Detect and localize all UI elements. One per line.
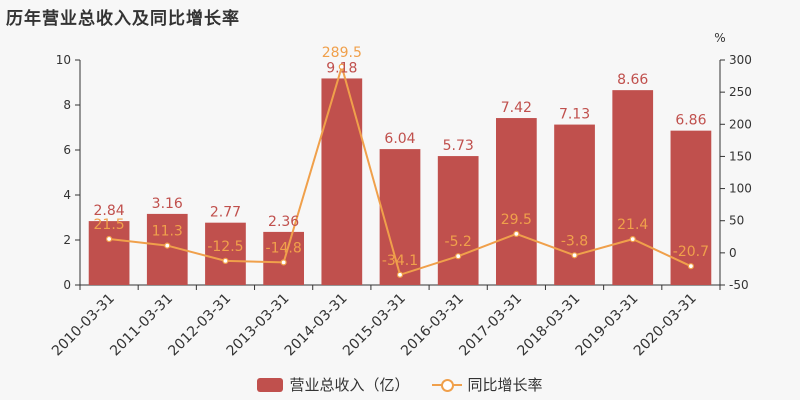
revenue-bar [205,222,246,285]
revenue-data-label: 6.04 [384,131,415,147]
chart-title: 历年营业总收入及同比增长率 [6,9,240,29]
revenue-data-label: 2.36 [268,214,299,230]
legend-line-swatch [431,378,462,392]
revenue-data-label: 7.42 [501,100,532,116]
y-left-tick-label: 10 [56,53,71,67]
y-right-tick-label: 0 [729,246,737,260]
growth-point [455,253,462,260]
y-right-tick-label: -50 [729,278,749,292]
revenue-data-label: 5.73 [443,138,474,154]
y-right-tick-label: 50 [729,214,744,228]
growth-data-label: -5.2 [445,234,472,250]
legend-item-revenue[interactable]: 营业总收入（亿） [257,374,410,395]
growth-data-label: -12.5 [207,239,243,255]
y-right-tick-label: 100 [729,182,752,196]
revenue-data-label: 6.86 [675,113,706,129]
revenue-data-label: 2.77 [210,205,241,221]
y-left-tick-label: 8 [63,98,71,112]
growth-data-label: -34.1 [382,253,418,269]
revenue-bar [670,130,712,285]
y-right-unit: % [714,31,725,45]
x-tick-label: 2020-03-31 [631,291,700,360]
revenue-data-label: 2.84 [94,203,125,219]
growth-point [571,252,578,259]
growth-point [687,263,695,270]
growth-data-label: 29.5 [501,212,532,228]
y-left-tick-label: 0 [63,278,71,292]
legend-bar-swatch [257,377,284,392]
revenue-bar [263,231,304,285]
revenue-data-label: 9.18 [326,60,357,76]
y-left-tick-label: 2 [63,233,71,247]
growth-data-label: 289.5 [322,45,362,61]
y-right-tick-label: 300 [729,53,752,67]
revenue-bar [437,156,479,285]
growth-point [338,63,345,70]
y-left-tick-label: 4 [63,188,71,202]
growth-data-label: -14.8 [266,240,302,256]
growth-data-label: -20.7 [673,244,709,260]
revenue-bar [88,221,130,285]
revenue-bar [379,149,421,285]
growth-data-label: -3.8 [561,233,588,249]
revenue-bar [496,118,537,285]
growth-point [164,242,171,249]
legend-label-revenue: 营业总收入（亿） [289,376,410,394]
growth-point [105,235,113,243]
growth-point [513,230,520,237]
growth-point [222,257,229,264]
growth-data-label: 21.4 [617,217,648,233]
growth-point [629,236,636,243]
revenue-bar [554,124,595,285]
legend-label-growth: 同比增长率 [467,376,543,394]
revenue-bar [321,78,363,285]
y-right-tick-label: 200 [729,117,752,131]
legend-item-growth[interactable]: 同比增长率 [431,374,543,395]
revenue-data-label: 7.13 [559,107,590,123]
chart-legend: 营业总收入（亿） 同比增长率 [0,374,800,395]
growth-point [280,259,287,266]
revenue-data-label: 3.16 [152,196,183,212]
revenue-bar [612,90,654,286]
y-left-tick-label: 6 [63,143,71,157]
y-right-tick-label: 250 [729,85,752,99]
growth-point [396,271,404,278]
growth-data-label: 11.3 [152,224,183,240]
revenue-data-label: 8.66 [617,72,648,88]
y-right-tick-label: 150 [729,149,752,163]
growth-data-label: 21.5 [94,217,125,233]
